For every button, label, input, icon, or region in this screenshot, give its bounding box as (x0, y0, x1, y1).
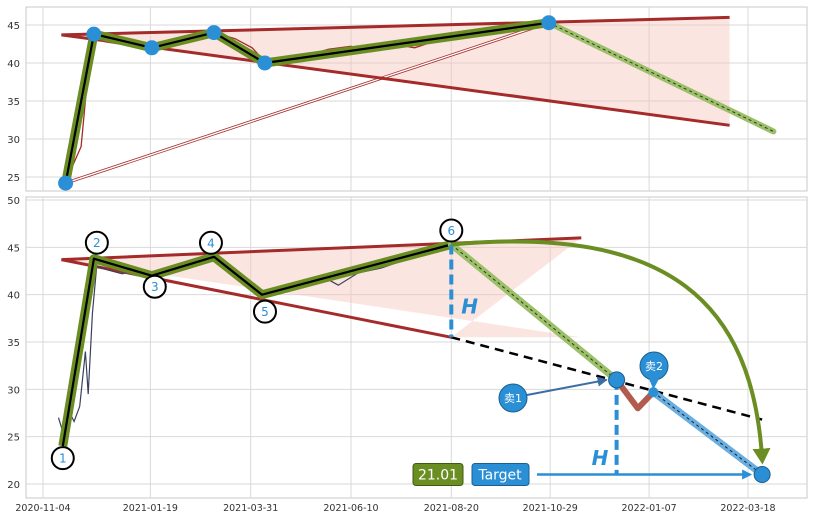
drop-to-target-dashed (652, 391, 763, 475)
pattern-point-marker (84, 230, 109, 255)
height-label-upper: H (461, 295, 478, 319)
target-value-box: 21.01 (412, 463, 464, 487)
sell-1-marker: 卖1 (498, 383, 528, 413)
pattern-point-label: 3 (151, 280, 159, 294)
projection-band (545, 19, 777, 135)
y-tick-label: 30 (7, 135, 20, 146)
pattern-inner (64, 21, 549, 184)
y-tick-label: 25 (7, 433, 20, 444)
y-tick-label: 35 (7, 97, 20, 108)
y-tick-label: 40 (7, 291, 20, 302)
pattern-point (144, 40, 160, 56)
pullback-move (614, 378, 656, 412)
x-tick-label: 2021-06-10 (323, 503, 378, 514)
x-tick-label: 2021-03-31 (223, 503, 278, 514)
bottom-y-axis: 20 25 30 35 40 45 50 (7, 196, 20, 491)
lower-trendline (61, 33, 730, 127)
x-tick-label: 2022-03-18 (720, 503, 775, 514)
target-value-label: 21.01 (418, 468, 458, 484)
y-tick-label: 50 (7, 196, 20, 207)
projection-arrow (451, 239, 771, 465)
pattern-point-marker (50, 446, 75, 471)
bottom-panel-frame (25, 196, 808, 499)
x-tick-label: 2021-01-19 (123, 503, 178, 514)
top-y-axis: 25 30 35 40 45 (7, 21, 20, 184)
pattern-point-label: 2 (93, 236, 101, 250)
pattern-point (257, 55, 273, 71)
target-box: Target (471, 463, 530, 487)
target-label: Target (477, 468, 522, 484)
y-tick-label: 35 (7, 338, 20, 349)
y-tick-label: 25 (7, 173, 20, 184)
pattern-point (541, 15, 557, 31)
x-tick-label: 2021-10-29 (523, 503, 578, 514)
bottom-annotations: H H 21.01 Target 卖1 卖2 (412, 295, 669, 487)
pattern-point-marker (252, 299, 277, 324)
pattern-inner (61, 243, 452, 447)
target-point (753, 466, 771, 484)
pattern-point-label: 5 (261, 305, 269, 319)
pattern-point-label: 1 (59, 452, 67, 466)
height-label-lower: H (592, 446, 609, 470)
bottom-x-axis: 2020-11-04 2021-01-19 2021-03-31 2021-06-10… (15, 503, 775, 514)
pattern-point (206, 25, 222, 41)
projection-band (447, 241, 621, 384)
pattern-point (86, 26, 102, 42)
sell-1-point (608, 371, 626, 389)
x-tick-label: 2021-08-20 (424, 503, 479, 514)
sell-2-marker: 卖2 (639, 351, 669, 381)
sell-2-pointer (649, 379, 659, 390)
y-tick-label: 40 (7, 59, 20, 70)
y-tick-label: 45 (7, 21, 20, 32)
lower-trendline-extension (450, 336, 763, 421)
upper-trendline (61, 15, 730, 37)
top-plot-area (58, 15, 777, 191)
top-panel: 25 30 35 40 45 (7, 6, 808, 192)
pattern-point-label: 6 (447, 224, 455, 238)
x-tick-label: 2020-11-04 (15, 503, 70, 514)
sell-2-label: 卖2 (645, 360, 663, 373)
pattern-point (58, 175, 74, 191)
sell-1-label: 卖1 (504, 392, 522, 405)
pattern-point-marker (439, 218, 464, 243)
sell-point-dot (648, 387, 659, 398)
y-tick-label: 20 (7, 480, 20, 491)
sell-1-arrow (526, 376, 608, 396)
pattern-point-marker (142, 274, 167, 299)
y-tick-label: 30 (7, 385, 20, 396)
pattern-point-label: 4 (207, 236, 215, 250)
pattern-point-marker (198, 230, 223, 255)
thin-connector-inner (65, 22, 550, 184)
x-tick-label: 2022-01-07 (621, 503, 676, 514)
bottom-plot-area: 1 2 3 4 5 6 (50, 218, 771, 484)
y-tick-label: 45 (7, 243, 20, 254)
